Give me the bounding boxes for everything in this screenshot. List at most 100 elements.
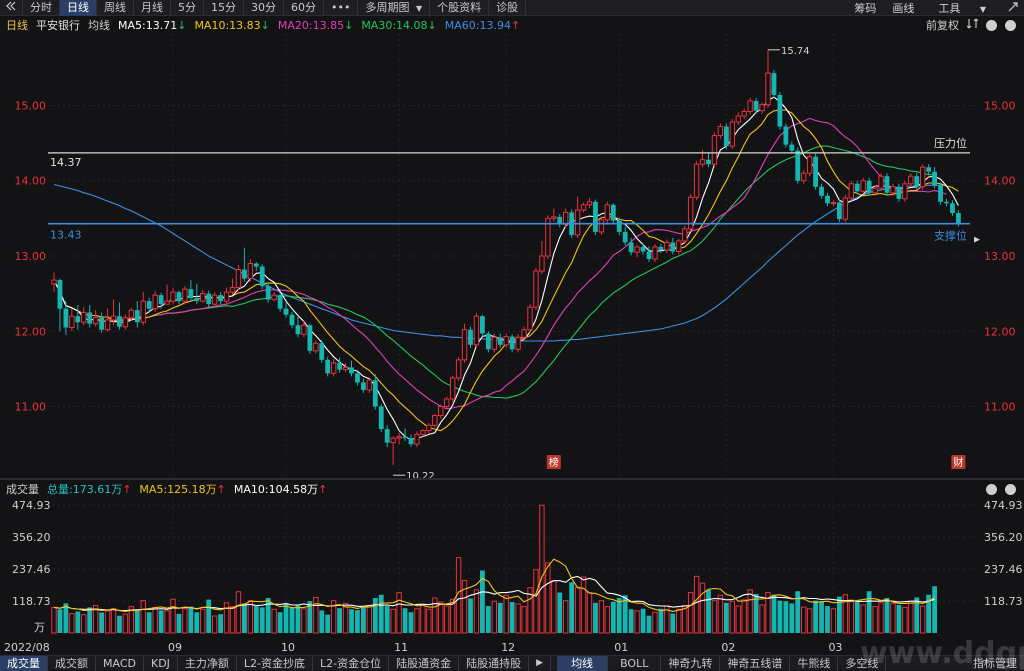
settings-icon[interactable]: ⚙	[986, 482, 997, 496]
tab-l2-position[interactable]: L2-资金仓位	[313, 655, 390, 671]
candle-body-down	[146, 301, 152, 309]
watermark: www.ddgp.net	[860, 636, 1024, 671]
volume-bar-down	[277, 612, 283, 633]
tab-l2-bottom[interactable]: L2-资金抄底	[237, 655, 314, 671]
diagnose-button[interactable]: 诊股	[489, 0, 527, 16]
event-marker-bg	[951, 455, 966, 469]
candle-body-up	[842, 197, 849, 220]
tab-kdj[interactable]: KDJ	[144, 655, 178, 671]
tab-boll[interactable]: BOLL	[608, 655, 662, 671]
back-icon[interactable]	[0, 0, 23, 16]
expand-icon[interactable]	[1002, 1, 1024, 15]
candle-body-up	[396, 436, 402, 439]
candle-body-down	[289, 314, 295, 326]
tab-macd[interactable]: MACD	[96, 655, 144, 671]
volume-bar-down	[57, 609, 63, 633]
volume-total: 总量:173.61万↑	[47, 481, 131, 497]
tab-60min[interactable]: 60分	[284, 0, 324, 16]
volume-bar-up	[342, 602, 349, 634]
tab-5min[interactable]: 5分	[171, 0, 204, 16]
candle-body-up	[765, 72, 771, 106]
zoom-out-icon[interactable]: −	[1005, 18, 1016, 32]
volume-bar-up	[652, 611, 658, 634]
candlestick-chart[interactable]: 15.00 15.00 14.00 14.00 13.00 13.00 12.00 12.00…	[0, 34, 1024, 478]
ma-label[interactable]: 均线	[88, 19, 110, 32]
close-icon[interactable]: ×	[1005, 482, 1016, 496]
restore-button[interactable]: 前复权	[926, 19, 959, 32]
volume-bar-up	[687, 592, 694, 634]
draw-line-button[interactable]: 画线	[892, 2, 915, 15]
candle-body-up	[366, 379, 373, 391]
indicator-manage-button[interactable]: 指标管理	[973, 656, 1017, 670]
event-marker-bg	[546, 455, 561, 469]
candles	[51, 49, 961, 466]
candle-body-down	[283, 308, 289, 315]
tab-hk-connect-holdings[interactable]: 陆股通持股	[459, 655, 530, 671]
candle-body-down	[593, 201, 598, 232]
tab-magic-five[interactable]: 神奇五线谱	[720, 655, 791, 671]
chips-button[interactable]: 筹码	[854, 2, 877, 15]
volume-bar-up	[711, 600, 718, 634]
tab-long-short[interactable]: 多空线	[838, 655, 887, 671]
candle-body-up	[652, 246, 658, 260]
volume-ma5-text: MA5:125.18万	[139, 482, 217, 496]
tab-30min[interactable]: 30分	[244, 0, 284, 16]
resistance-label: 压力位	[934, 136, 967, 150]
zoom-in-icon[interactable]: +	[986, 18, 997, 32]
stock-info-button[interactable]: 个股资料	[430, 0, 490, 16]
candle-body-up	[920, 166, 926, 188]
volume-bar-up	[872, 606, 878, 634]
price-levels	[48, 152, 970, 225]
ma10-text: MA10:13.83	[194, 18, 261, 32]
tab-scroll-arrow[interactable]: ▶	[529, 655, 552, 671]
tab-monthly[interactable]: 月线	[134, 0, 171, 16]
tab-magic-nine[interactable]: 神奇九转	[661, 655, 721, 671]
volume-bar-up	[574, 586, 581, 634]
tab-15min[interactable]: 15分	[204, 0, 244, 16]
volume-bar-down	[265, 597, 271, 633]
candle-body-down	[319, 343, 325, 360]
volume-bar-down	[349, 609, 354, 633]
multi-period-button[interactable]: 多周期图 ▼	[358, 0, 431, 16]
candle-body-up	[461, 329, 468, 361]
volume-bar-down	[99, 612, 104, 633]
tab-weekly[interactable]: 周线	[97, 0, 134, 16]
candle-body-down	[854, 183, 860, 192]
support-label: 支撑位	[934, 229, 967, 243]
candle-body-up	[563, 211, 569, 225]
resistance-value: 14.37	[50, 156, 82, 169]
candle-body-down	[926, 167, 932, 172]
moving-average-lines	[53, 96, 959, 441]
arrow-up-icon: ↑	[122, 482, 132, 496]
volume-bar-up	[741, 599, 747, 634]
candle-body-up	[872, 187, 878, 194]
volume-bar-up	[902, 606, 908, 634]
tools-button[interactable]: 工具 ▼	[922, 0, 1002, 16]
volume-bar-down	[914, 597, 920, 633]
tab-volume[interactable]: 成交量	[0, 655, 48, 671]
candle-body-up	[687, 196, 694, 230]
candle-body-down	[557, 216, 563, 225]
volume-chart[interactable]: 474.93 474.93 356.20 356.20 237.46 237.46 118.…	[0, 497, 1024, 655]
tab-daily[interactable]: 日线	[60, 0, 97, 16]
tab-ma[interactable]: 均线	[557, 655, 609, 671]
candle-body-down	[825, 195, 830, 204]
volume-tick-left: 356.20	[12, 531, 51, 544]
more-button[interactable]: •••	[324, 0, 359, 16]
volume-bar-up	[170, 598, 176, 634]
low-label: 10.22	[406, 471, 435, 478]
tab-main-net[interactable]: 主力净额	[178, 655, 237, 671]
tab-hk-connect-funds[interactable]: 陆股通资金	[389, 655, 460, 671]
candle-body-up	[586, 201, 593, 206]
y-tick-right: 11.00	[984, 401, 1016, 414]
chart-separator[interactable]	[0, 478, 1024, 480]
swap-icon[interactable]	[966, 18, 979, 32]
ma20-line	[53, 117, 947, 410]
volume-bar-down	[646, 615, 652, 633]
tab-bull-bear[interactable]: 牛熊线	[790, 655, 839, 671]
tab-intraday[interactable]: 分时	[23, 0, 60, 16]
volume-label: 成交量	[6, 482, 39, 496]
tab-turnover[interactable]: 成交额	[48, 655, 96, 671]
volume-bar-up	[735, 605, 741, 634]
candle-body-up	[664, 241, 670, 251]
